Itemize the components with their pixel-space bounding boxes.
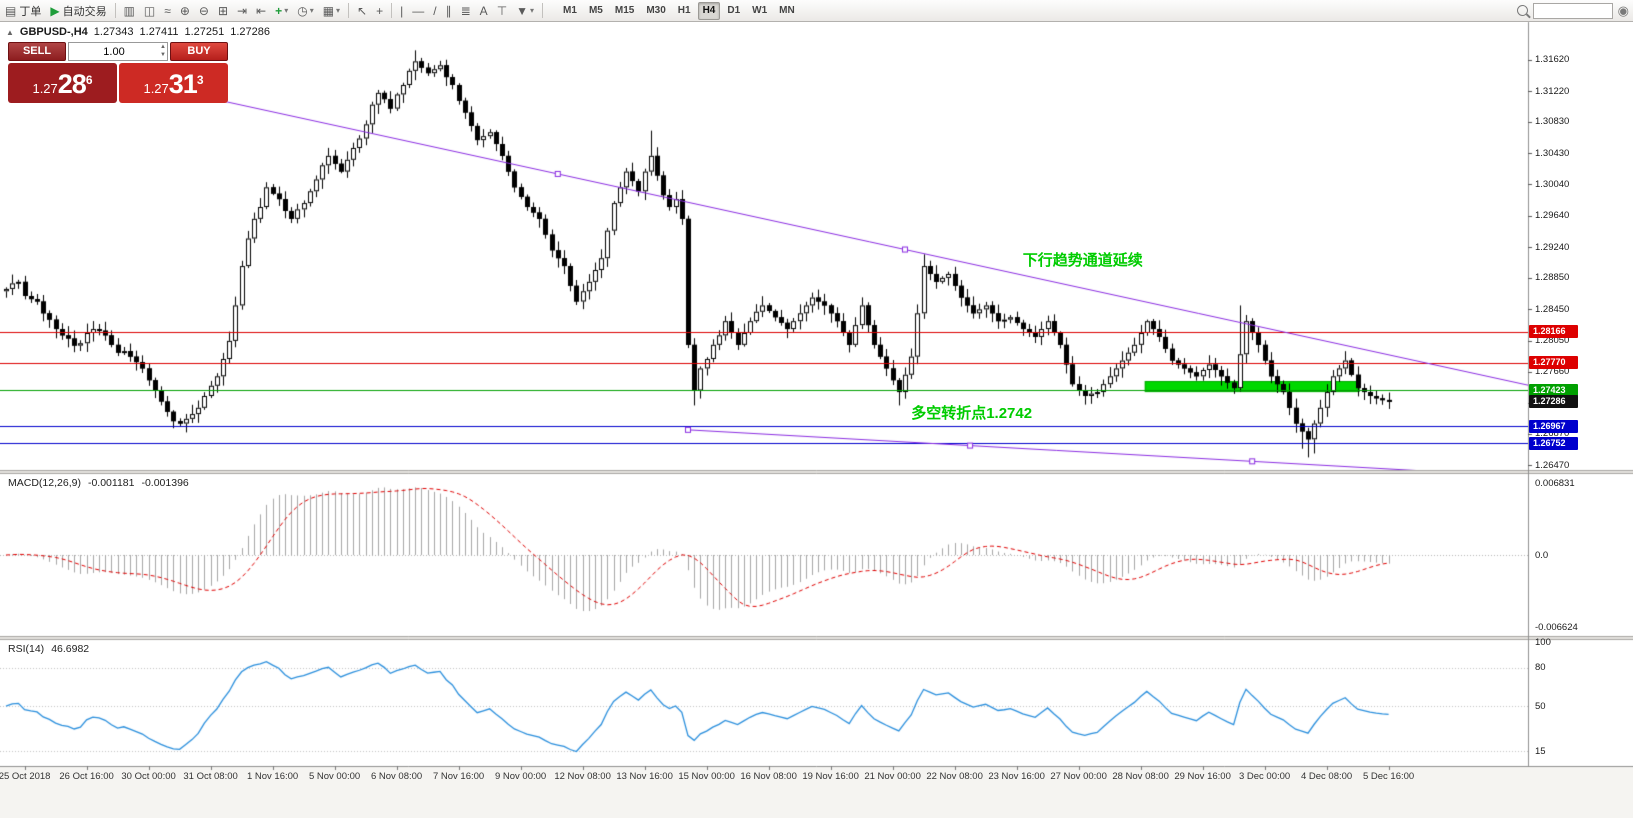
ask-big-digits: 31 xyxy=(168,69,198,99)
text-label-icon: ⊤ xyxy=(496,3,508,18)
tile-windows-icon: ⊞ xyxy=(217,3,229,18)
cursor-button[interactable]: ↖ xyxy=(353,2,371,20)
horizontal-line-icon: — xyxy=(412,3,425,18)
zoom-out-button[interactable]: ⊖ xyxy=(195,2,213,20)
toolbar-separator xyxy=(114,3,116,18)
vertical-line-icon: | xyxy=(400,3,404,18)
candlestick-chart-icon: ◫ xyxy=(143,3,156,18)
crosshair-icon: + xyxy=(376,3,384,18)
bar-chart-icon: ▥ xyxy=(123,3,135,18)
text-button[interactable]: A xyxy=(476,2,492,20)
zoom-out-icon: ⊖ xyxy=(198,3,209,18)
text-label-button[interactable]: ⊤ xyxy=(493,2,511,20)
templates-dropdown-icon[interactable]: ▾ xyxy=(336,6,341,15)
autotrade-icon: ▶ xyxy=(50,3,60,18)
line-chart-button[interactable]: ≈ xyxy=(160,2,175,20)
auto-scroll-icon: ⇥ xyxy=(237,3,248,18)
add-indicator-icon: + xyxy=(275,3,283,18)
chart-shift-button[interactable]: ⇤ xyxy=(252,2,270,20)
ohlc-close: 1.27286 xyxy=(230,26,271,38)
new-order-button[interactable]: ▤ 丁单 xyxy=(1,2,45,20)
timeframe-d1-button[interactable]: D1 xyxy=(727,5,741,16)
fibonacci-icon: ≣ xyxy=(460,3,471,18)
timeframe-m30-button[interactable]: M30 xyxy=(646,5,666,16)
bid-pipette: 6 xyxy=(85,73,93,87)
autotrade-button[interactable]: ▶ 自动交易 xyxy=(46,2,110,20)
zoom-in-icon: ⊕ xyxy=(179,3,190,18)
one-click-trading-panel: SELL ▲ ▼ BUY 1.27286 1.27313 xyxy=(8,42,228,103)
toolbar-separator xyxy=(391,3,393,18)
ohlc-low: 1.27251 xyxy=(184,26,225,38)
symbol-period-label: GBPUSD-,H4 xyxy=(19,26,88,38)
trendline-icon: / xyxy=(433,3,437,18)
bid-big-digits: 28 xyxy=(57,69,87,99)
new-order-icon: ▤ xyxy=(5,3,17,18)
fibonacci-button[interactable]: ≣ xyxy=(457,2,475,20)
toolbar-separator xyxy=(348,3,350,18)
bid-price-box[interactable]: 1.27286 xyxy=(8,63,117,103)
period-dropdown-icon[interactable]: ▾ xyxy=(309,6,314,15)
arrows-dropdown-icon[interactable]: ▾ xyxy=(530,6,535,15)
equidistant-channel-button[interactable]: ∥ xyxy=(442,2,456,20)
search-input[interactable] xyxy=(1532,2,1613,19)
timeframe-mn-button[interactable]: MN xyxy=(779,5,795,16)
bar-chart-button[interactable]: ▥ xyxy=(120,2,139,20)
horizontal-line-button[interactable]: — xyxy=(408,2,428,20)
add-indicator-button[interactable]: + ▾ xyxy=(271,2,292,20)
ask-pipette: 3 xyxy=(196,73,204,87)
autotrade-label: 自动交易 xyxy=(62,5,107,18)
text-icon: A xyxy=(479,3,488,18)
symbol-header: ▲ GBPUSD-,H4 1.27343 1.27411 1.27251 1.2… xyxy=(6,26,270,38)
timeframe-h4-button[interactable]: H4 xyxy=(697,1,721,20)
auto-scroll-button[interactable]: ⇥ xyxy=(233,2,251,20)
period-icon: ◷ xyxy=(297,3,308,18)
templates-button[interactable]: ▦ ▾ xyxy=(319,2,344,20)
volume-up-icon[interactable]: ▲ xyxy=(160,44,166,50)
toolbar-separator xyxy=(542,3,544,18)
chart-shift-icon: ⇤ xyxy=(256,3,267,18)
volume-down-icon[interactable]: ▼ xyxy=(160,52,166,58)
new-order-label: 丁单 xyxy=(19,5,42,18)
buy-button[interactable]: BUY xyxy=(170,42,228,61)
timeframe-m1-button[interactable]: M1 xyxy=(563,5,577,16)
cursor-icon: ↖ xyxy=(357,3,368,18)
arrows-button[interactable]: ▼ ▾ xyxy=(512,2,538,20)
add-indicator-dropdown-icon[interactable]: ▾ xyxy=(284,6,289,15)
crosshair-button[interactable]: + xyxy=(372,2,387,20)
timeframe-h1-button[interactable]: H1 xyxy=(677,5,691,16)
candlestick-chart-button[interactable]: ◫ xyxy=(140,2,159,20)
ask-price-box[interactable]: 1.27313 xyxy=(119,63,228,103)
volume-field[interactable]: ▲ ▼ xyxy=(68,42,168,61)
toolbar: ▤ 丁单 ▶ 自动交易 ▥ ◫ ≈ ⊕ ⊖ ⊞ ⇥ ⇤ + ▾ ◷ ▾ ▦ ▾ ↖ + | — / ∥ ≣ A ⊤ ▼ ▾ M1 M5 M1… xyxy=(0,0,1633,22)
tile-windows-button[interactable]: ⊞ xyxy=(214,2,232,20)
equidistant-channel-icon: ∥ xyxy=(445,3,452,18)
search-icon xyxy=(1516,5,1528,16)
templates-icon: ▦ xyxy=(322,3,335,18)
ohlc-open: 1.27343 xyxy=(93,26,134,38)
vertical-line-button[interactable]: | xyxy=(396,2,407,20)
bid-prefix: 1.27 xyxy=(32,81,58,96)
trendline-button[interactable]: / xyxy=(429,2,440,20)
ask-prefix: 1.27 xyxy=(143,81,169,96)
timeframe-m5-button[interactable]: M5 xyxy=(588,5,603,16)
timeframe-m15-button[interactable]: M15 xyxy=(614,5,635,16)
timeframe-w1-button[interactable]: W1 xyxy=(752,5,768,16)
zoom-in-button[interactable]: ⊕ xyxy=(176,2,194,20)
period-button[interactable]: ◷ ▾ xyxy=(293,2,318,20)
arrows-icon: ▼ xyxy=(516,3,529,18)
ohlc-high: 1.27411 xyxy=(139,26,179,38)
notifications-icon[interactable]: ◉ xyxy=(1617,3,1629,18)
collapse-one-click-icon[interactable]: ▲ xyxy=(6,28,14,37)
sell-button[interactable]: SELL xyxy=(8,42,66,61)
volume-input[interactable] xyxy=(69,44,167,59)
line-chart-icon: ≈ xyxy=(164,3,171,18)
